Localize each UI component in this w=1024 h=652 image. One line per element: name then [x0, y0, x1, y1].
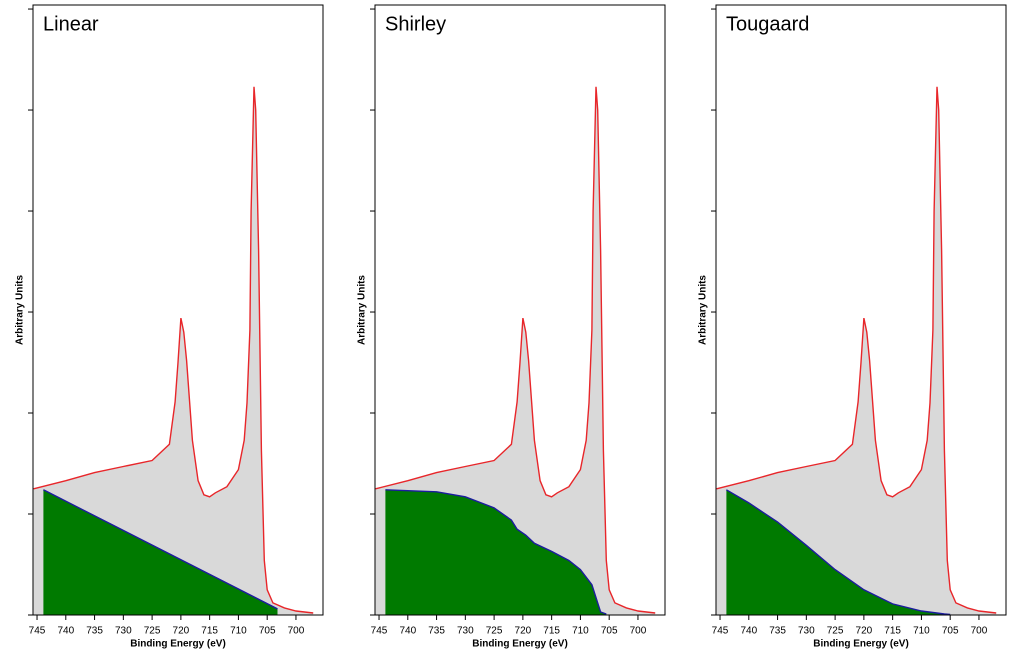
x-tick-label: 745: [29, 626, 46, 637]
x-tick-label: 700: [288, 626, 305, 637]
area-fill: [726, 489, 951, 615]
x-tick-label: 740: [57, 626, 74, 637]
panel-title: Tougaard: [726, 13, 809, 35]
x-tick-label: 730: [115, 626, 132, 637]
x-tick-label: 700: [971, 626, 988, 637]
data-line: [716, 86, 997, 614]
data-line: [726, 489, 951, 616]
x-tick-label: 720: [515, 626, 532, 637]
data-line: [385, 489, 607, 615]
x-tick-label: 705: [942, 626, 959, 637]
x-tick-label: 710: [913, 626, 930, 637]
x-tick-label: 740: [399, 626, 416, 637]
x-tick-label: 725: [486, 626, 503, 637]
panel: 745 740 735 730 725 720 715 710 705 700 Tougaard Bi…: [698, 4, 1007, 650]
area-fill: [385, 489, 607, 615]
area-fill: [716, 86, 997, 616]
y-axis-title: Arbitrary Units: [698, 275, 709, 345]
y-axis-title: Arbitrary Units: [357, 275, 368, 345]
x-tick-label: 730: [798, 626, 815, 637]
x-axis-title: Binding Energy (eV): [130, 639, 226, 650]
x-tick-label: 710: [230, 626, 247, 637]
x-tick-label: 745: [371, 626, 388, 637]
x-tick-label: 730: [457, 626, 474, 637]
x-tick-label: 735: [86, 626, 103, 637]
plot-frame: [374, 4, 666, 616]
x-tick-label: 705: [601, 626, 618, 637]
area-fill: [375, 86, 656, 616]
x-tick-label: 725: [144, 626, 161, 637]
x-tick-label: 715: [543, 626, 560, 637]
plot-frame: [32, 4, 324, 616]
x-tick-label: 745: [712, 626, 729, 637]
data-line: [375, 86, 656, 614]
x-tick-label: 720: [173, 626, 190, 637]
x-tick-label: 735: [428, 626, 445, 637]
panel: 745 740 735 730 725 720 715 710 705 700 Shirley Bin…: [357, 4, 666, 650]
x-tick-label: 720: [856, 626, 873, 637]
x-tick-label: 725: [827, 626, 844, 637]
data-line: [43, 489, 278, 610]
x-axis-title: Binding Energy (eV): [813, 639, 909, 650]
data-line: [33, 86, 314, 614]
x-tick-label: 715: [884, 626, 901, 637]
panel-title: Shirley: [385, 13, 446, 35]
x-tick-label: 740: [740, 626, 757, 637]
x-axis-title: Binding Energy (eV): [472, 639, 568, 650]
x-tick-label: 715: [201, 626, 218, 637]
plot-frame: [715, 4, 1007, 616]
panel: 745 740 735 730 725 720 715 710 705 700 Linear Bind…: [15, 4, 324, 650]
area-fill: [33, 86, 314, 616]
area-fill: [43, 489, 278, 615]
x-tick-label: 735: [769, 626, 786, 637]
y-axis-title: Arbitrary Units: [15, 275, 26, 345]
panel-title: Linear: [43, 13, 99, 35]
x-tick-label: 700: [630, 626, 647, 637]
x-tick-label: 710: [572, 626, 589, 637]
x-tick-label: 705: [259, 626, 276, 637]
